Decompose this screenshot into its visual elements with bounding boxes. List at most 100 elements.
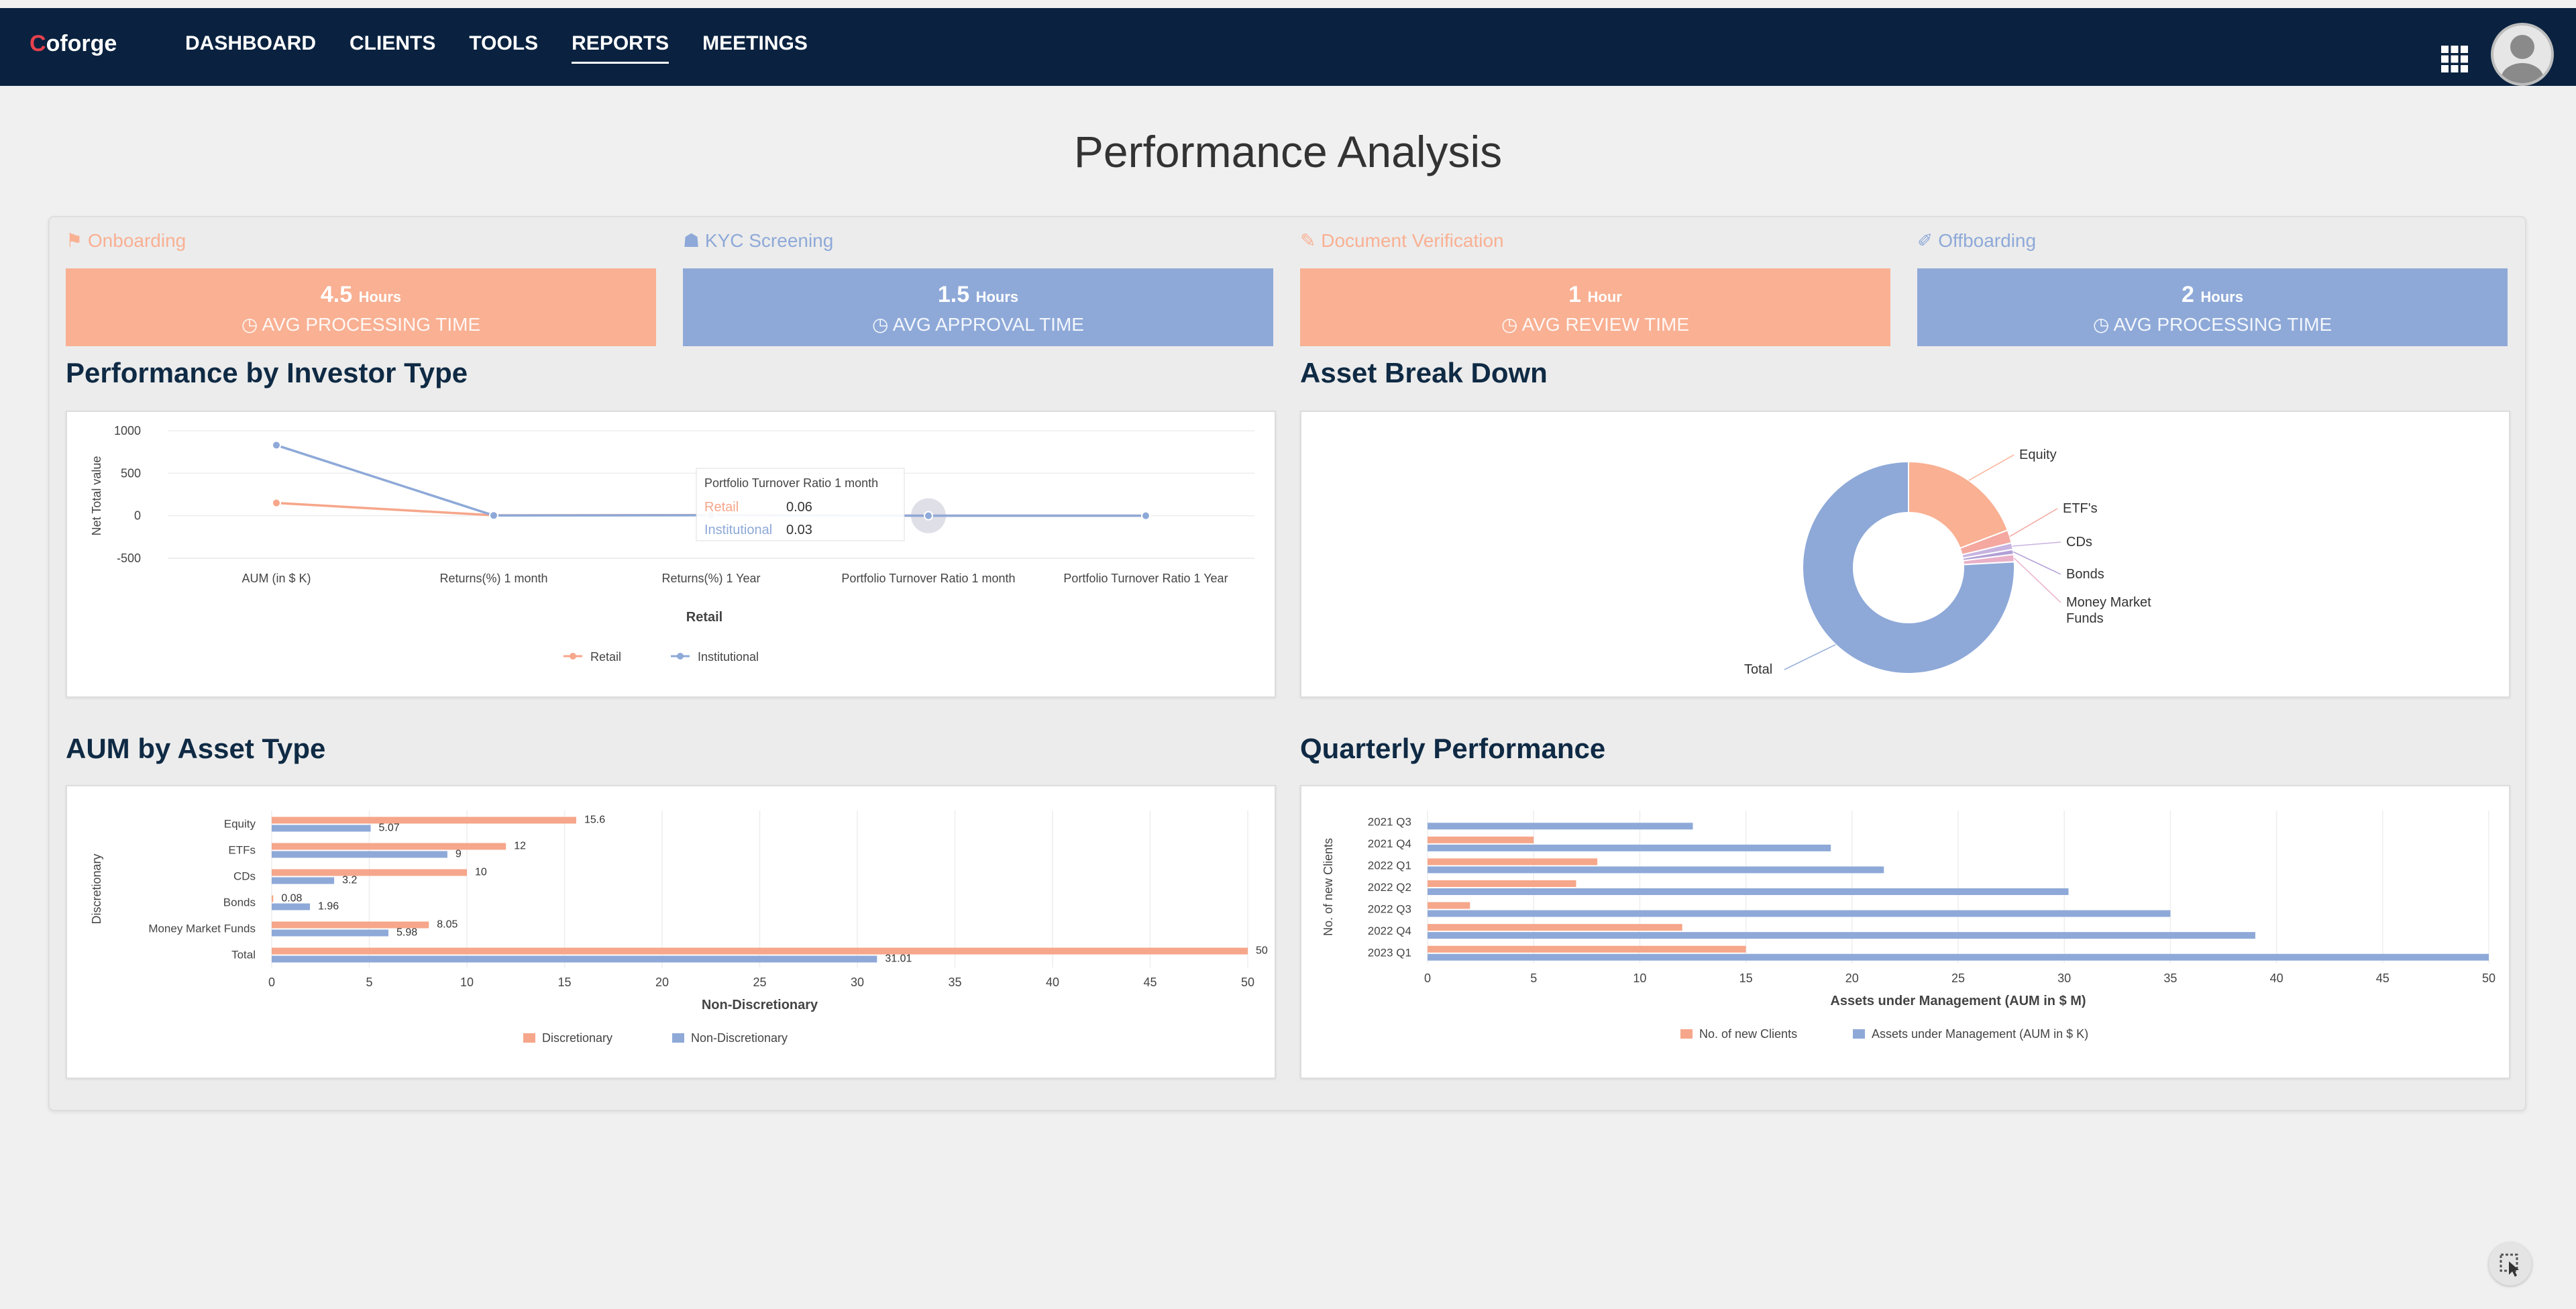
nav-meetings[interactable]: MEETINGS bbox=[702, 32, 808, 54]
legend-item-institutional[interactable]: Institutional bbox=[671, 650, 759, 664]
bar[interactable] bbox=[272, 851, 447, 858]
stat-value: 1.5 bbox=[937, 282, 970, 307]
stat-label-2: ✎ Document Verification bbox=[1300, 230, 1504, 251]
bar[interactable] bbox=[272, 903, 311, 910]
bar[interactable] bbox=[272, 895, 274, 902]
section-title-quarterly: Quarterly Performance bbox=[1300, 733, 1606, 764]
tooltip-series: Institutional bbox=[704, 523, 772, 537]
stat-unit: Hours bbox=[358, 289, 402, 305]
nav-reports[interactable]: REPORTS bbox=[572, 32, 669, 64]
x-tick-label: 50 bbox=[1241, 976, 1254, 989]
cursor-tool-button[interactable] bbox=[2489, 1243, 2532, 1286]
bar[interactable] bbox=[1428, 888, 2069, 895]
stat-value: 4.5 bbox=[320, 282, 353, 307]
x-tick-label: 45 bbox=[1143, 976, 1157, 989]
bar[interactable] bbox=[1428, 953, 2489, 961]
x-tick-label: 40 bbox=[2270, 972, 2284, 985]
bar[interactable] bbox=[1428, 858, 1598, 866]
bar[interactable] bbox=[1428, 902, 1470, 909]
clock-icon: ◷ bbox=[2092, 314, 2114, 335]
data-point[interactable] bbox=[924, 511, 933, 521]
y-axis-label: Discretionary bbox=[90, 853, 103, 924]
stat-value: 1 bbox=[1568, 282, 1582, 307]
legend-item-1[interactable]: Non-Discretionary bbox=[672, 1031, 788, 1045]
investor-line-chart: 1000 500 0 -500 Net Total value AUM (in $ K) R… bbox=[90, 424, 1254, 664]
asset-donut-chart: Equity ETF's CDs Bonds Money Market Funds Tota… bbox=[1744, 448, 2151, 677]
clock-icon: ◷ bbox=[872, 314, 893, 335]
y-tick-label: 2022 Q3 bbox=[1368, 903, 1411, 916]
stat-unit: Hours bbox=[2200, 289, 2243, 305]
bar[interactable] bbox=[272, 921, 429, 929]
pie-slice-label: Total bbox=[1744, 662, 1772, 677]
bar[interactable] bbox=[1428, 844, 1831, 851]
apps-grid-icon[interactable] bbox=[2440, 44, 2469, 74]
bar-value-label: 5.07 bbox=[379, 823, 400, 834]
data-point[interactable] bbox=[272, 440, 281, 450]
bar[interactable] bbox=[1428, 932, 2255, 939]
legend-label: Discretionary bbox=[542, 1031, 612, 1045]
bar[interactable] bbox=[272, 825, 371, 832]
x-tick-label: 0 bbox=[1424, 972, 1431, 985]
edit-icon: ✐ bbox=[1917, 230, 1939, 251]
data-point[interactable] bbox=[272, 498, 281, 508]
y-tick-label: 2022 Q4 bbox=[1368, 925, 1411, 937]
y-tick-label: 1000 bbox=[114, 424, 141, 437]
bar[interactable] bbox=[1428, 836, 1534, 843]
bar[interactable] bbox=[272, 955, 877, 963]
bar-value-label: 10 bbox=[475, 867, 487, 878]
bar[interactable] bbox=[272, 947, 1248, 955]
tooltip-value: 0.06 bbox=[786, 500, 812, 515]
app-logo[interactable]: Coforge bbox=[30, 31, 117, 56]
y-tick-label: 2021 Q4 bbox=[1368, 837, 1411, 850]
x-axis-label: Retail bbox=[686, 610, 722, 625]
stat-sub: AVG PROCESSING TIME bbox=[262, 314, 481, 335]
pie-slice-label: ETF's bbox=[2063, 501, 2098, 516]
x-tick-label: 25 bbox=[753, 976, 766, 989]
bar-value-label: 3.2 bbox=[342, 875, 357, 886]
x-tick-label: AUM (in $ K) bbox=[241, 572, 311, 585]
quarterly-bar-chart: 0 5 10 15 20 25 30 35 40 45 50 2021 Q3 2021 Q4 2022 Q… bbox=[1322, 810, 2496, 1041]
pie-slice-5[interactable] bbox=[1802, 460, 2015, 674]
x-tick-label: Portfolio Turnover Ratio 1 month bbox=[841, 572, 1015, 585]
bar[interactable] bbox=[1428, 924, 1682, 931]
bar[interactable] bbox=[1428, 823, 1693, 830]
x-tick-label: 50 bbox=[2482, 972, 2496, 985]
bar-value-label: 31.01 bbox=[885, 953, 912, 965]
bar[interactable] bbox=[1428, 910, 2171, 917]
stat-sub: AVG PROCESSING TIME bbox=[2113, 314, 2332, 335]
legend-label: Assets under Management (AUM in $ K) bbox=[1872, 1027, 2088, 1041]
legend-label: No. of new Clients bbox=[1699, 1027, 1797, 1041]
legend-item-retail[interactable]: Retail bbox=[564, 650, 621, 664]
legend-item-1[interactable]: Assets under Management (AUM in $ K) bbox=[1853, 1027, 2088, 1041]
nav-dashboard[interactable]: DASHBOARD bbox=[185, 32, 316, 54]
stat-sub: AVG APPROVAL TIME bbox=[892, 314, 1084, 335]
user-avatar[interactable] bbox=[2491, 23, 2554, 86]
stat-unit: Hour bbox=[1587, 289, 1622, 305]
bar[interactable] bbox=[272, 843, 506, 850]
bar-value-label: 8.05 bbox=[437, 919, 458, 931]
bar[interactable] bbox=[272, 817, 576, 824]
bar[interactable] bbox=[1428, 866, 1884, 874]
x-tick-label: 5 bbox=[366, 976, 372, 989]
data-point[interactable] bbox=[489, 511, 498, 521]
bar[interactable] bbox=[272, 877, 335, 884]
bar[interactable] bbox=[1428, 880, 1576, 887]
quarterly-chart-card: 0 5 10 15 20 25 30 35 40 45 50 2021 Q3 2021 Q4 2022 Q… bbox=[1300, 785, 2510, 1079]
nav-tools[interactable]: TOOLS bbox=[469, 32, 539, 54]
section-title-investor: Performance by Investor Type bbox=[66, 357, 468, 388]
bar[interactable] bbox=[272, 869, 467, 876]
tooltip-value: 0.03 bbox=[786, 523, 812, 537]
clock-icon: ◷ bbox=[1501, 314, 1522, 335]
data-point[interactable] bbox=[1141, 511, 1150, 521]
stat-sub: AVG REVIEW TIME bbox=[1521, 314, 1690, 335]
pie-slice-0[interactable] bbox=[1908, 460, 2009, 549]
x-tick-label: 30 bbox=[2057, 972, 2071, 985]
legend-item-0[interactable]: No. of new Clients bbox=[1680, 1027, 1797, 1041]
x-tick-label: 20 bbox=[655, 976, 669, 989]
x-axis-label: Assets under Management (AUM in $ M) bbox=[1830, 994, 2086, 1008]
nav-clients[interactable]: CLIENTS bbox=[350, 32, 436, 54]
bar[interactable] bbox=[1428, 945, 1746, 953]
bar[interactable] bbox=[272, 929, 389, 937]
legend-item-0[interactable]: Discretionary bbox=[523, 1031, 612, 1045]
pie-leader-line bbox=[1968, 454, 2015, 481]
